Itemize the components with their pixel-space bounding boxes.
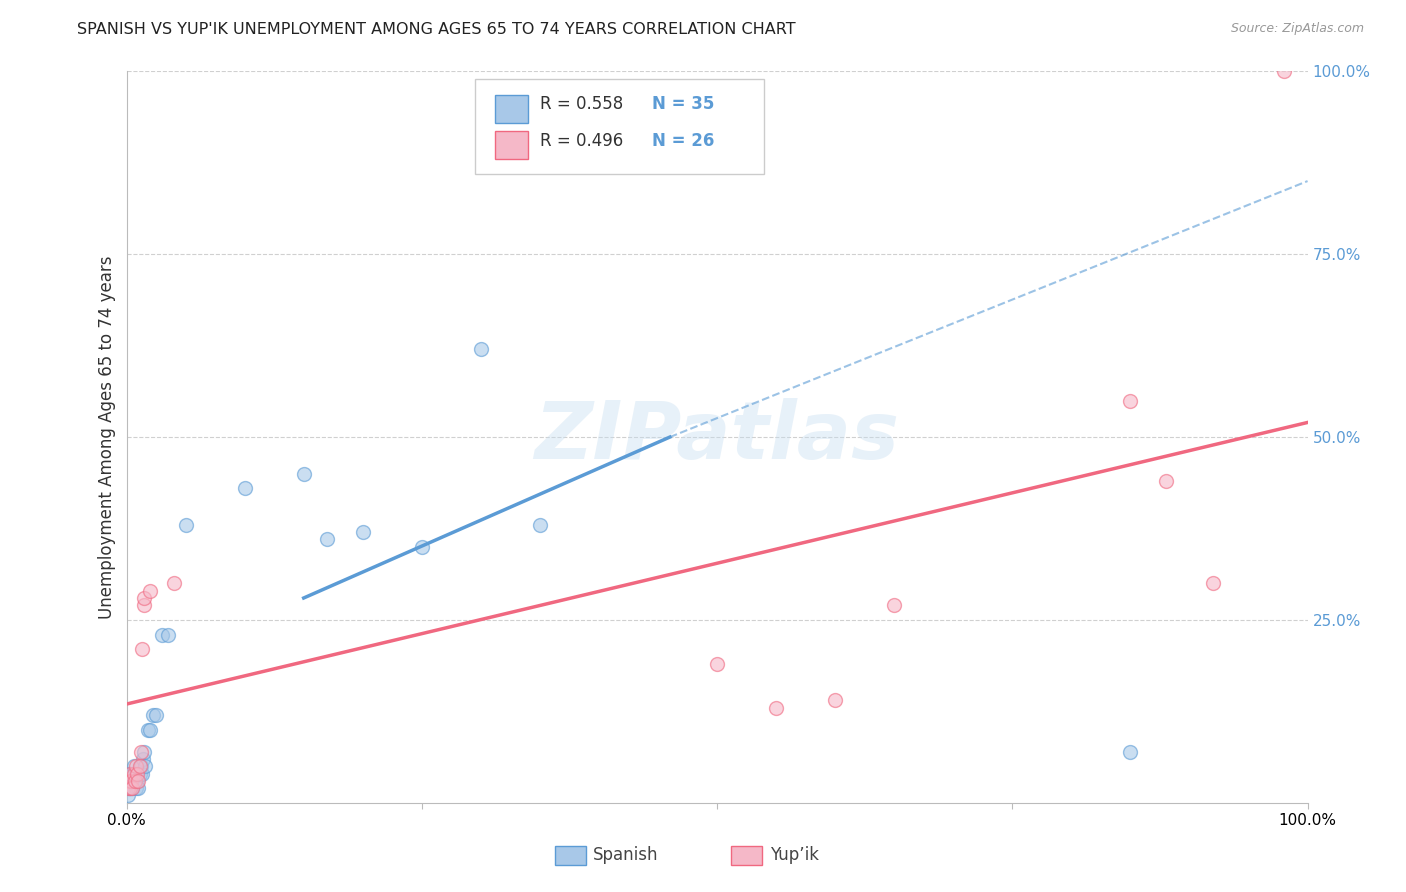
- Point: [883, 599, 905, 613]
- Point: [118, 773, 141, 788]
- Point: [120, 781, 142, 796]
- Text: Spanish: Spanish: [593, 847, 659, 864]
- FancyBboxPatch shape: [495, 131, 529, 159]
- Point: [120, 766, 142, 780]
- Point: [1202, 576, 1225, 591]
- Point: [134, 599, 156, 613]
- Point: [129, 759, 152, 773]
- Text: Source: ZipAtlas.com: Source: ZipAtlas.com: [1230, 22, 1364, 36]
- Point: [156, 627, 179, 641]
- Text: SPANISH VS YUP'IK UNEMPLOYMENT AMONG AGES 65 TO 74 YEARS CORRELATION CHART: SPANISH VS YUP'IK UNEMPLOYMENT AMONG AGE…: [77, 22, 796, 37]
- Point: [131, 642, 153, 657]
- FancyBboxPatch shape: [495, 95, 529, 122]
- Point: [163, 576, 186, 591]
- Point: [411, 540, 433, 554]
- Point: [132, 752, 155, 766]
- Point: [1119, 393, 1142, 408]
- Point: [352, 525, 374, 540]
- Text: R = 0.558: R = 0.558: [540, 95, 623, 113]
- Point: [120, 773, 142, 788]
- Point: [136, 723, 159, 737]
- Point: [117, 789, 139, 803]
- Y-axis label: Unemployment Among Ages 65 to 74 years: Unemployment Among Ages 65 to 74 years: [98, 255, 117, 619]
- Point: [125, 759, 148, 773]
- Point: [127, 766, 149, 780]
- Point: [139, 723, 162, 737]
- Point: [824, 693, 846, 707]
- Point: [765, 700, 787, 714]
- Point: [134, 759, 156, 773]
- Point: [150, 627, 173, 641]
- Point: [1272, 64, 1295, 78]
- Point: [122, 766, 145, 780]
- Point: [131, 766, 153, 780]
- Point: [124, 773, 146, 788]
- Point: [1154, 474, 1177, 488]
- Point: [141, 708, 163, 723]
- Point: [120, 773, 142, 788]
- Text: R = 0.496: R = 0.496: [540, 132, 623, 150]
- Point: [134, 745, 156, 759]
- Text: ZIPatlas: ZIPatlas: [534, 398, 900, 476]
- Point: [316, 533, 339, 547]
- Point: [124, 773, 146, 788]
- Point: [174, 517, 197, 532]
- Point: [129, 745, 152, 759]
- Point: [127, 781, 149, 796]
- Point: [127, 773, 149, 788]
- Point: [233, 481, 256, 495]
- Point: [1119, 745, 1142, 759]
- Point: [120, 766, 142, 780]
- Point: [125, 781, 148, 796]
- Point: [128, 759, 150, 773]
- Point: [145, 708, 167, 723]
- Point: [134, 591, 156, 605]
- Point: [118, 773, 141, 788]
- Point: [139, 583, 162, 598]
- Point: [118, 781, 141, 796]
- Point: [127, 773, 149, 788]
- Point: [120, 781, 142, 796]
- Point: [121, 781, 143, 796]
- FancyBboxPatch shape: [475, 78, 765, 174]
- Point: [470, 343, 492, 357]
- Text: N = 35: N = 35: [652, 95, 714, 113]
- Point: [121, 781, 143, 796]
- Point: [128, 766, 150, 780]
- Point: [122, 759, 145, 773]
- Text: Yup’ik: Yup’ik: [770, 847, 820, 864]
- Point: [706, 657, 728, 671]
- Text: N = 26: N = 26: [652, 132, 714, 150]
- Point: [125, 766, 148, 780]
- Point: [121, 766, 143, 780]
- Point: [292, 467, 315, 481]
- Point: [529, 517, 551, 532]
- Point: [117, 781, 139, 796]
